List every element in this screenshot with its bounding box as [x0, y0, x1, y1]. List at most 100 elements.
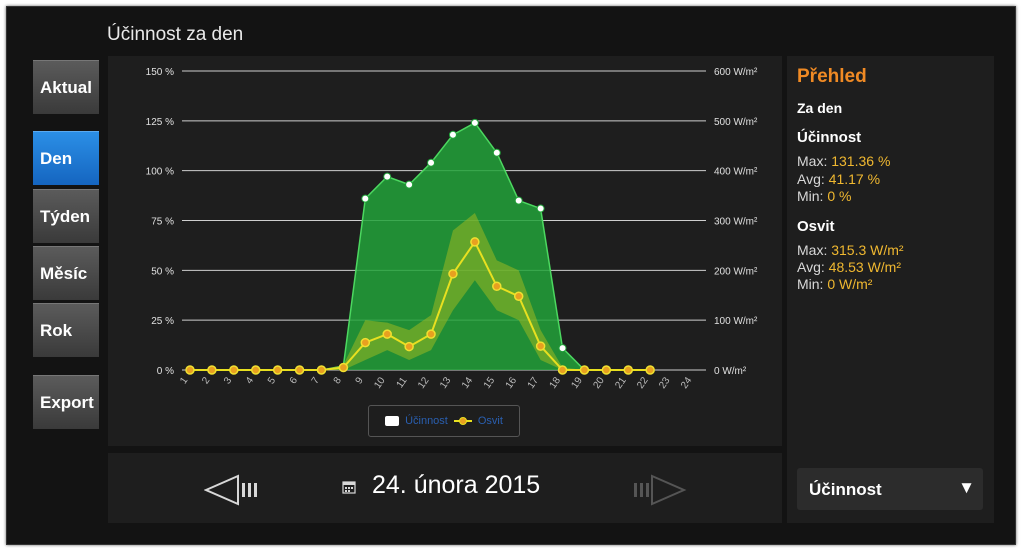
x-tick-label: 6	[288, 375, 300, 386]
efficiency-point	[492, 148, 501, 157]
x-tick-label: 15	[482, 375, 498, 391]
legend-irradiance-label[interactable]: Osvit	[477, 415, 503, 427]
irradiance-point	[557, 365, 568, 375]
nav-button-aktual[interactable]: Aktual	[33, 60, 99, 114]
current-date: 24. února 2015	[372, 471, 541, 499]
irradiance-point	[360, 337, 371, 348]
efficiency-point	[427, 158, 436, 167]
x-tick-label: 12	[416, 375, 432, 391]
efficiency-point	[383, 172, 392, 181]
x-tick-label: 20	[591, 375, 607, 391]
irradiance-point	[316, 365, 327, 375]
irradiance-point	[382, 329, 392, 339]
efficiency-avg: Avg: 41.17 %	[797, 171, 881, 187]
y-left-tick-label: 100 %	[146, 167, 174, 178]
calendar-icon	[342, 481, 356, 494]
irradiance-point	[470, 237, 480, 247]
x-tick-label: 10	[372, 375, 388, 391]
efficiency-point	[536, 204, 545, 213]
irradiance-point	[492, 281, 502, 292]
nav-button-den[interactable]: Den	[33, 131, 99, 185]
irradiance-point	[535, 341, 546, 351]
x-tick-label: 17	[526, 375, 542, 391]
y-left-tick-label: 25 %	[151, 316, 174, 327]
x-tick-label: 16	[504, 375, 520, 391]
overview-period: Za den	[797, 100, 843, 116]
x-tick-label: 1	[178, 375, 190, 386]
irradiance-point	[426, 329, 436, 339]
efficiency-point	[448, 130, 457, 139]
irradiance-avg: Avg: 48.53 W/m²	[797, 259, 902, 275]
x-tick-label: 13	[438, 375, 454, 391]
nav-button-tyden[interactable]: Týden	[33, 189, 99, 243]
efficiency-point	[361, 194, 370, 203]
metric-select-value: Účinnost	[809, 480, 882, 499]
x-tick-label: 23	[657, 375, 673, 391]
x-tick-label: 22	[635, 375, 651, 391]
chevron-down-icon: ▼	[958, 478, 975, 497]
irradiance-point	[623, 365, 634, 375]
y-left-tick-label: 150 %	[146, 67, 174, 78]
x-tick-label: 5	[266, 375, 278, 386]
efficiency-min: Min: 0 %	[797, 188, 852, 204]
irradiance-point	[207, 365, 217, 375]
page-title: Účinnost za den	[107, 24, 244, 45]
x-tick-label: 19	[570, 375, 586, 391]
irradiance-point	[338, 362, 349, 373]
irradiance-point	[294, 365, 305, 375]
x-tick-label: 4	[244, 375, 256, 386]
x-tick-label: 21	[613, 375, 629, 391]
efficiency-area	[190, 122, 651, 371]
irradiance-point	[448, 269, 458, 279]
y-right-tick-label: 300 W/m²	[714, 217, 758, 228]
x-tick-label: 11	[395, 375, 410, 390]
y-right-tick-label: 600 W/m²	[714, 67, 758, 78]
efficiency-chart: 0 % 0 W/m² 25 % 100 W/m² 50 % 200 W/m² 75 % 300…	[146, 67, 758, 391]
y-left-tick-label: 75 %	[151, 217, 174, 228]
efficiency-max: Max: 131.36 %	[797, 153, 891, 169]
nav-button-export[interactable]: Export	[33, 375, 99, 429]
nav-button-mesic[interactable]: Měsíc	[33, 246, 99, 300]
x-tick-label: 14	[460, 375, 476, 391]
legend-efficiency-swatch	[385, 416, 400, 426]
efficiency-heading: Účinnost	[797, 129, 862, 146]
irradiance-heading: Osvit	[797, 218, 835, 235]
efficiency-point	[470, 118, 479, 127]
y-right-tick-label: 200 W/m²	[714, 266, 758, 277]
x-tick-label: 3	[222, 375, 234, 386]
irradiance-max: Max: 315.3 W/m²	[797, 242, 904, 258]
irradiance-line	[190, 239, 651, 371]
date-navigation-bar: 24. února 2015	[108, 453, 782, 523]
x-tick-label: 2	[200, 375, 212, 386]
x-tick-label: 24	[679, 375, 695, 391]
efficiency-point	[405, 180, 414, 189]
irradiance-point	[645, 365, 655, 375]
irradiance-point	[272, 365, 283, 375]
irradiance-point	[579, 365, 590, 375]
arrow-left-icon[interactable]	[204, 473, 264, 507]
irradiance-min: Min: 0 W/m²	[797, 276, 873, 292]
chart-panel: 0 % 0 W/m² 25 % 100 W/m² 50 % 200 W/m² 75 % 300…	[108, 56, 782, 446]
x-tick-label: 9	[354, 375, 366, 386]
y-right-tick-label: 500 W/m²	[714, 117, 758, 128]
irradiance-band	[190, 213, 651, 370]
metric-select[interactable]: Účinnost ▼	[797, 468, 983, 510]
nav-button-rok[interactable]: Rok	[33, 303, 99, 357]
x-tick-label: 18	[548, 375, 564, 391]
irradiance-point	[601, 365, 612, 375]
chart-legend[interactable]: Účinnost Osvit	[368, 405, 520, 437]
irradiance-point	[185, 365, 195, 375]
y-left-tick-label: 50 %	[151, 266, 174, 277]
y-right-tick-label: 100 W/m²	[714, 316, 758, 327]
legend-irradiance-marker	[453, 417, 472, 425]
irradiance-point	[404, 341, 414, 352]
arrow-right-icon[interactable]	[628, 473, 688, 507]
irradiance-point	[513, 291, 524, 301]
overview-title: Přehled	[797, 66, 867, 87]
overview-panel: Přehled Za den Účinnost Max: 131.36 % Av…	[787, 56, 994, 523]
y-right-tick-label: 0 W/m²	[714, 366, 747, 377]
irradiance-point	[250, 365, 261, 375]
y-left-tick-label: 0 %	[157, 366, 174, 377]
legend-efficiency-label[interactable]: Účinnost	[405, 415, 448, 427]
x-tick-label: 8	[332, 375, 344, 386]
